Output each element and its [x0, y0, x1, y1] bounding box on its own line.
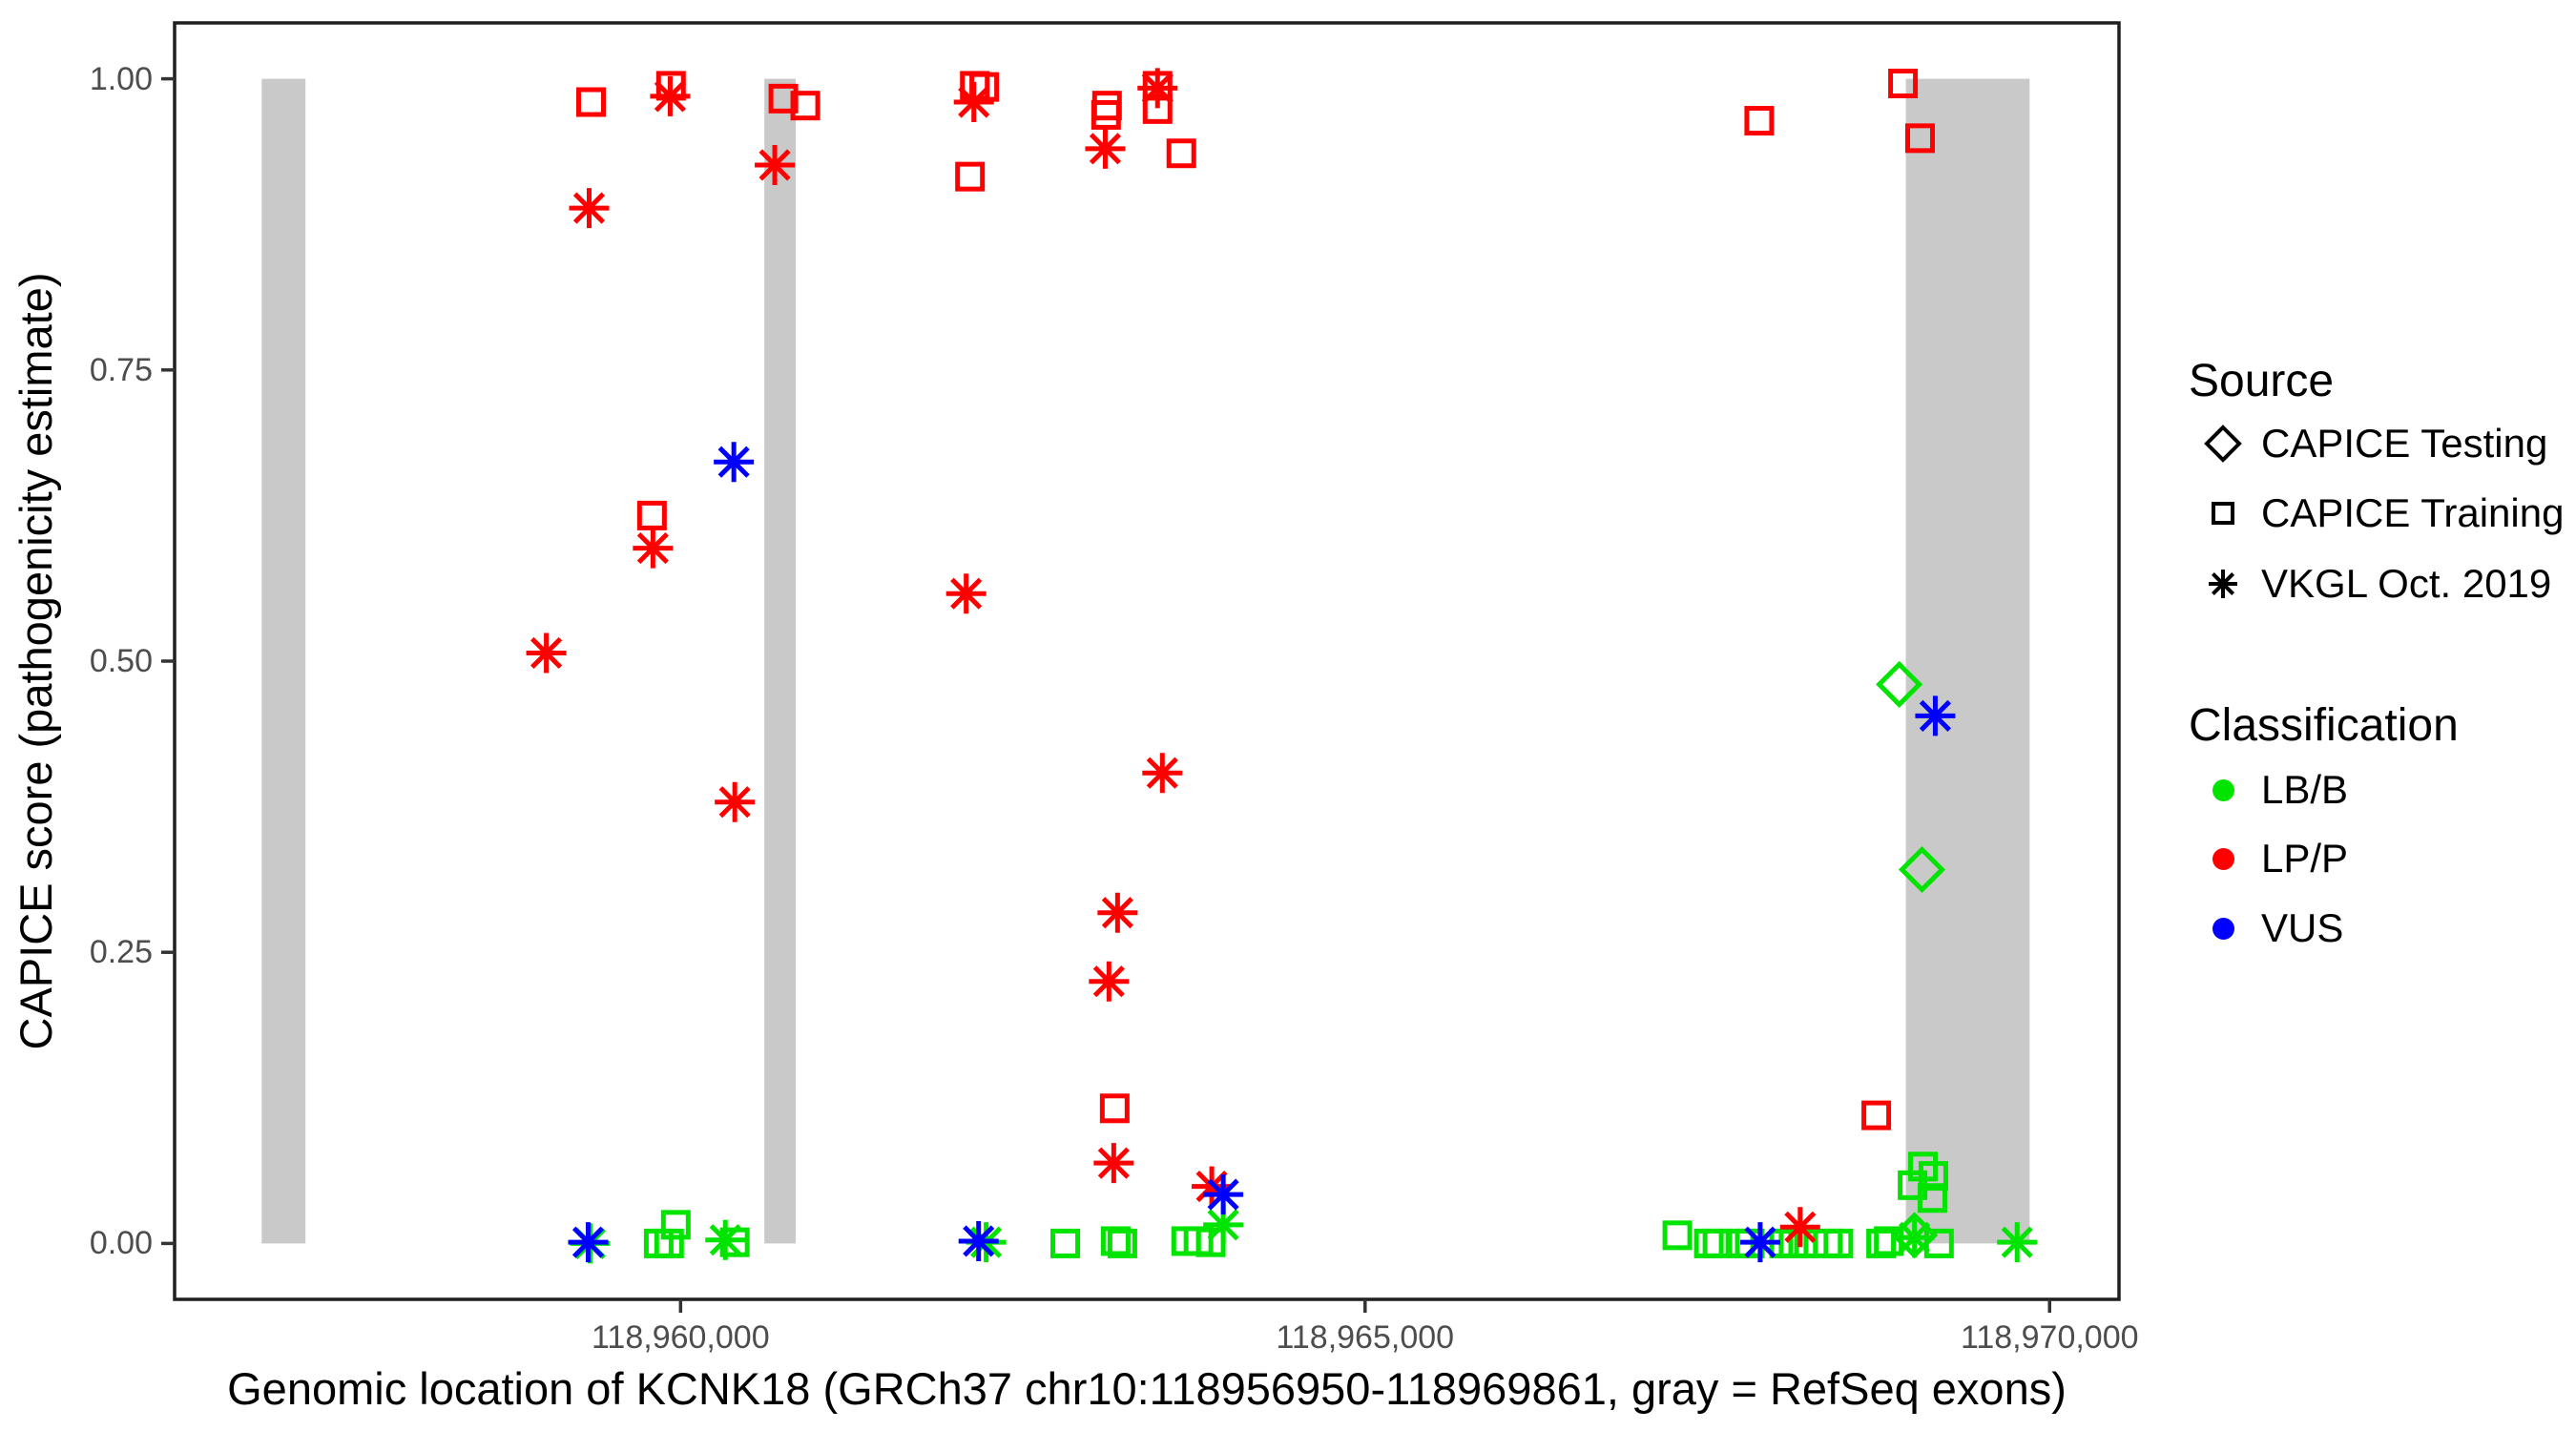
x-axis-title: Genomic location of KCNK18 (GRCh37 chr10… — [227, 1363, 2067, 1414]
refseq-exon-bar — [764, 78, 797, 1244]
lb-b-capice-training-point — [1107, 1228, 1137, 1258]
lp-p-vkgl-oct-2019-point — [650, 75, 691, 116]
legend-item-lpp: LP/P — [2191, 824, 2572, 893]
lp-p-capice-training-point — [636, 500, 667, 530]
lp-p-capice-training-point — [955, 161, 986, 192]
lp-p-vkgl-oct-2019-point — [755, 144, 796, 185]
legend-label: CAPICE Testing — [2261, 421, 2548, 466]
lb-b-vkgl-oct-2019-point — [705, 1219, 746, 1260]
diamond-icon — [2191, 421, 2255, 467]
lp-p-vkgl-oct-2019-point — [1779, 1207, 1820, 1248]
lb-b-capice-testing-point — [1876, 660, 1923, 708]
lp-p-vkgl-oct-2019-point — [1093, 1143, 1134, 1184]
refseq-exon-bar — [1905, 78, 2030, 1244]
lb-b-capice-testing-point — [1898, 845, 1946, 894]
lp-p-vkgl-oct-2019-point — [715, 781, 756, 822]
vus-vkgl-oct-2019-point — [714, 442, 755, 483]
lb-b-vkgl-oct-2019-point — [1997, 1222, 2038, 1263]
legend-label: LP/P — [2261, 836, 2349, 881]
x-tick-label: 118,960,000 — [592, 1319, 770, 1356]
lp-p-capice-training-point — [575, 87, 606, 117]
vus-vkgl-oct-2019-point — [1203, 1174, 1244, 1215]
legend-classification-title: Classification — [2189, 700, 2459, 751]
y-tick-label: 0.25 — [89, 934, 153, 971]
vus-vkgl-oct-2019-point — [958, 1220, 999, 1261]
legend-label: VUS — [2261, 905, 2344, 950]
lp-p-capice-training-point — [1861, 1100, 1892, 1130]
lb-b-capice-training-point — [654, 1228, 684, 1258]
y-tick-label: 1.00 — [89, 60, 153, 97]
y-tick-label: 0.50 — [89, 643, 153, 679]
lp-p-vkgl-oct-2019-point — [953, 82, 994, 123]
lp-p-vkgl-oct-2019-point — [945, 573, 987, 614]
square-icon — [2191, 490, 2255, 536]
legend-source-title: Source — [2189, 356, 2335, 406]
lp-p-capice-training-point — [1166, 138, 1196, 169]
legend-item-vkgl: VKGL Oct. 2019 — [2191, 550, 2572, 618]
legend-item-capice-training: CAPICE Training — [2191, 479, 2572, 548]
red-dot-icon — [2191, 836, 2255, 881]
vus-vkgl-oct-2019-point — [568, 1222, 609, 1263]
vus-vkgl-oct-2019-point — [1739, 1222, 1780, 1263]
lp-p-vkgl-oct-2019-point — [633, 528, 674, 569]
panel-border — [173, 21, 2121, 1301]
lb-b-capice-training-point — [1823, 1228, 1854, 1258]
legend-label: VKGL Oct. 2019 — [2261, 561, 2552, 606]
lb-b-capice-training-point — [1050, 1228, 1081, 1258]
lp-p-vkgl-oct-2019-point — [1137, 68, 1178, 109]
lp-p-capice-training-point — [1099, 1093, 1130, 1124]
lp-p-vkgl-oct-2019-point — [526, 633, 567, 674]
lp-p-vkgl-oct-2019-point — [1089, 961, 1130, 1002]
lb-b-capice-training-point — [1693, 1228, 1724, 1258]
lp-p-vkgl-oct-2019-point — [1085, 128, 1126, 169]
legend-label: LB/B — [2261, 767, 2349, 812]
legend-item-vus: VUS — [2191, 894, 2572, 963]
lb-b-capice-training-point — [660, 1210, 691, 1240]
lb-b-capice-training-point — [1917, 1183, 1947, 1213]
green-dot-icon — [2191, 767, 2255, 813]
blue-dot-icon — [2191, 905, 2255, 951]
x-tick-label: 118,965,000 — [1276, 1319, 1455, 1356]
lp-p-capice-training-point — [1091, 91, 1122, 121]
refseq-exon-bar — [261, 78, 306, 1244]
lp-p-capice-training-point — [1744, 106, 1775, 136]
legend-item-lbb: LB/B — [2191, 756, 2572, 824]
lp-p-capice-training-point — [768, 83, 799, 114]
y-tick-label: 0.75 — [89, 351, 153, 388]
legend-label: CAPICE Training — [2261, 490, 2565, 535]
lp-p-capice-training-point — [1905, 123, 1936, 154]
legend-item-capice-testing: CAPICE Testing — [2191, 409, 2572, 478]
lp-p-vkgl-oct-2019-point — [1142, 753, 1183, 794]
lp-p-capice-training-point — [1888, 68, 1919, 98]
lb-b-capice-training-point — [1662, 1220, 1693, 1251]
lb-b-capice-training-point — [1918, 1161, 1948, 1192]
lp-p-vkgl-oct-2019-point — [569, 188, 610, 229]
vus-vkgl-oct-2019-point — [1915, 695, 1956, 736]
asterisk-icon — [2191, 561, 2255, 607]
lb-b-vkgl-oct-2019-point — [1203, 1204, 1244, 1245]
lp-p-capice-training-point — [1091, 99, 1121, 130]
lb-b-vkgl-oct-2019-point — [1894, 1217, 1935, 1258]
lp-p-capice-training-point — [790, 91, 821, 121]
lp-p-vkgl-oct-2019-point — [1097, 892, 1138, 933]
y-axis-title: CAPICE score (pathogenicity estimate) — [10, 272, 61, 1050]
y-tick-label: 0.00 — [89, 1225, 153, 1262]
x-tick-label: 118,970,000 — [1960, 1319, 2139, 1356]
